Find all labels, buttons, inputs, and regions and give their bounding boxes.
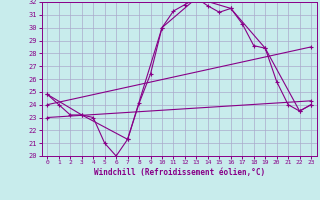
X-axis label: Windchill (Refroidissement éolien,°C): Windchill (Refroidissement éolien,°C) [94, 168, 265, 177]
